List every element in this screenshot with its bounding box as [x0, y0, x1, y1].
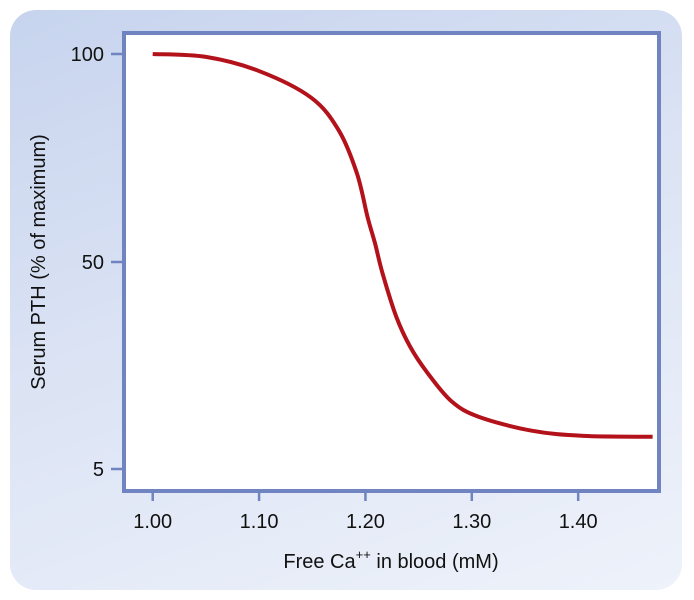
- y-tick-label: 50: [82, 252, 104, 274]
- y-axis-title: Serum PTH (% of maximum): [28, 134, 50, 390]
- x-tick-label: 1.10: [240, 511, 279, 533]
- x-tick-label: 1.30: [452, 511, 491, 533]
- x-tick-label: 1.20: [346, 511, 385, 533]
- y-tick-label: 100: [71, 44, 104, 66]
- x-tick-label: 1.00: [133, 511, 172, 533]
- x-tick-label: 1.40: [559, 511, 598, 533]
- x-axis-title: Free Ca++ in blood (mM): [283, 547, 498, 573]
- plot-frame: [122, 31, 661, 493]
- y-tick-label: 5: [93, 459, 104, 481]
- data-line: [152, 52, 653, 439]
